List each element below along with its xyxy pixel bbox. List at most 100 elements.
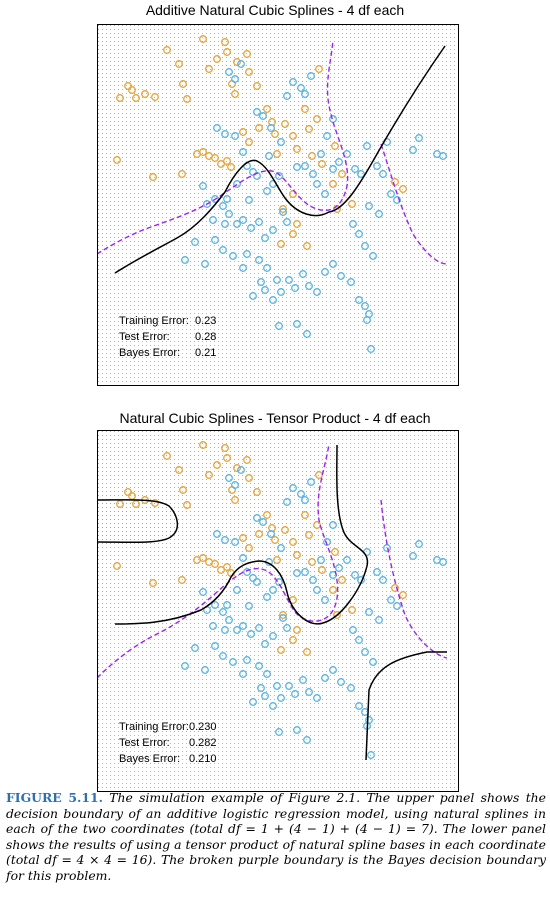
- class1-point: [313, 180, 321, 188]
- class1-point: [239, 216, 247, 224]
- class1-point: [323, 538, 331, 546]
- class1-point: [335, 158, 343, 166]
- class1-point: [277, 544, 285, 552]
- class1-point: [239, 622, 247, 630]
- class0-point: [223, 157, 231, 165]
- class0-point: [213, 461, 221, 469]
- class0-point: [289, 636, 297, 644]
- class1-point: [365, 608, 373, 616]
- class0-point: [301, 511, 309, 519]
- class0-point: [211, 154, 219, 162]
- class1-point: [283, 624, 291, 632]
- class1-point: [307, 72, 315, 80]
- class1-point: [231, 538, 239, 546]
- class1-point: [369, 658, 377, 666]
- class1-point: [293, 726, 301, 734]
- class1-point: [337, 678, 345, 686]
- class1-point: [309, 576, 317, 584]
- class0-point: [293, 551, 301, 559]
- class0-point: [151, 499, 159, 507]
- class1-point: [347, 684, 355, 692]
- class1-point: [393, 196, 401, 204]
- points-layer: [113, 35, 447, 353]
- error-value: 0.230: [189, 721, 217, 733]
- class1-point: [269, 296, 277, 304]
- class1-point: [247, 224, 255, 232]
- class0-point: [179, 486, 187, 494]
- class1-point: [249, 292, 257, 300]
- class0-point: [199, 148, 207, 156]
- class0-point: [255, 124, 263, 132]
- class1-region: [97, 499, 178, 543]
- class1-point: [211, 601, 219, 609]
- class1-point: [233, 626, 241, 634]
- class1-point: [253, 578, 261, 586]
- class1-point: [307, 478, 315, 486]
- class0-point: [348, 200, 356, 208]
- class1-point: [233, 180, 241, 188]
- class1-point: [229, 252, 237, 260]
- class1-point: [269, 226, 277, 234]
- class0-point: [331, 548, 339, 556]
- class1-point: [239, 670, 247, 678]
- class1-point: [285, 276, 293, 284]
- class1-point: [299, 676, 307, 684]
- class1-point: [191, 644, 199, 652]
- class1-point: [293, 569, 301, 577]
- points-layer: [113, 441, 447, 759]
- class1-point: [261, 234, 269, 242]
- class1-point: [219, 652, 227, 660]
- class0-point: [305, 125, 313, 133]
- class1-point: [253, 514, 261, 522]
- class1-point: [351, 165, 359, 173]
- model-boundary: [97, 499, 179, 544]
- class1-point: [231, 75, 239, 83]
- class1-point: [221, 220, 229, 228]
- panel-1-plot: Training Error: 0.23 Test Error: 0.28 Ba…: [97, 24, 459, 386]
- class1-point: [321, 674, 329, 682]
- figure-caption: FIGURE 5.11. The simulation example of F…: [6, 790, 546, 884]
- class0-point: [313, 115, 321, 123]
- class1-point: [259, 518, 267, 526]
- class1-point: [329, 165, 337, 173]
- class0-point: [303, 242, 311, 250]
- class0-point: [245, 544, 253, 552]
- class1-point: [293, 320, 301, 328]
- class1-point: [317, 556, 325, 564]
- class0-point: [175, 60, 183, 68]
- class1-point: [369, 252, 377, 260]
- plot-frame: [97, 24, 459, 386]
- class0-point: [132, 94, 140, 102]
- class0-point: [178, 170, 186, 178]
- class1-point: [255, 662, 263, 670]
- class1-point: [233, 586, 241, 594]
- class1-point: [225, 474, 233, 482]
- class1-point: [257, 278, 265, 286]
- class1-point: [303, 330, 311, 338]
- class1-point: [223, 601, 231, 609]
- class1-point: [275, 172, 283, 180]
- class0-point: [223, 454, 231, 462]
- class1-point: [313, 694, 321, 702]
- class1-point: [221, 130, 229, 138]
- class0-point: [303, 648, 311, 656]
- class1-point: [375, 210, 383, 218]
- class0-point: [243, 50, 251, 58]
- class1-point: [247, 630, 255, 638]
- class0-point: [233, 464, 241, 472]
- class1-point: [245, 602, 253, 610]
- class0-point: [163, 46, 171, 54]
- class1-point: [221, 626, 229, 634]
- class1-point: [289, 484, 297, 492]
- class1-point: [273, 682, 281, 690]
- class0-point: [178, 576, 186, 584]
- class1-point: [293, 163, 301, 171]
- class0-point: [149, 579, 157, 587]
- class1-point: [337, 272, 345, 280]
- class1-point: [231, 132, 239, 140]
- class0-point: [263, 511, 271, 519]
- class1-point: [275, 728, 283, 736]
- class1-point: [349, 626, 357, 634]
- class1-point: [201, 260, 209, 268]
- error-value: 0.282: [189, 737, 217, 749]
